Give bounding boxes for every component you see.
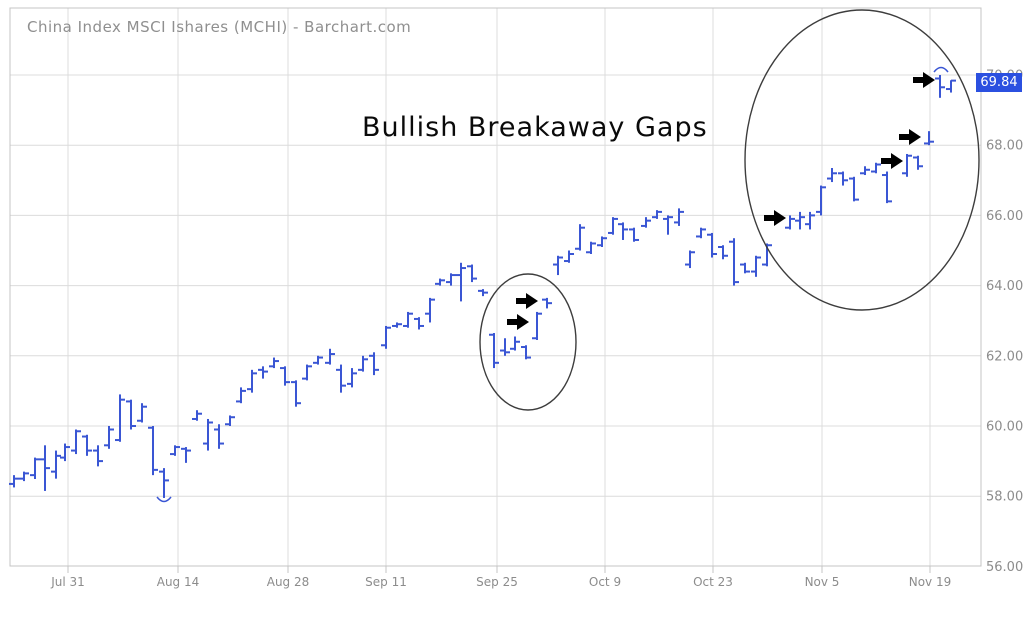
x-tick-label: Sep 25 <box>476 575 518 589</box>
y-tick-label: 60.00 <box>986 420 1023 435</box>
y-tick-label: 56.00 <box>986 560 1023 575</box>
x-tick-label: Aug 14 <box>157 575 200 589</box>
x-tick-label: Sep 11 <box>365 575 407 589</box>
y-tick-label: 68.00 <box>986 139 1023 154</box>
gap-arrow-icon <box>516 293 538 309</box>
x-tick-label: Oct 9 <box>589 575 621 589</box>
x-tick-label: Nov 19 <box>909 575 952 589</box>
gap-arrow-icon <box>881 153 903 169</box>
x-tick-label: Nov 5 <box>805 575 840 589</box>
x-tick-label: Oct 23 <box>693 575 733 589</box>
x-tick-label: Jul 31 <box>50 575 85 589</box>
high-arc-marker <box>933 66 949 73</box>
y-tick-label: 64.00 <box>986 279 1023 294</box>
plot-border <box>9 7 982 567</box>
gap-ellipse-annotation <box>744 9 980 311</box>
gap-arrow-icon <box>764 210 786 226</box>
y-tick-label: 66.00 <box>986 209 1023 224</box>
last-price-badge: 69.84 <box>976 73 1022 92</box>
chart-title: China Index MSCI Ishares (MCHI) - Barcha… <box>27 18 412 36</box>
gap-ellipse-annotation <box>479 273 577 411</box>
breakaway-gaps-annotation: Bullish Breakaway Gaps <box>362 112 708 143</box>
x-tick-label: Aug 28 <box>267 575 310 589</box>
gap-arrow-icon <box>899 129 921 145</box>
gap-arrow-icon <box>913 72 935 88</box>
gap-arrow-icon <box>507 314 529 330</box>
low-arc-marker <box>156 496 172 503</box>
y-tick-label: 58.00 <box>986 490 1023 505</box>
y-tick-label: 62.00 <box>986 349 1023 364</box>
